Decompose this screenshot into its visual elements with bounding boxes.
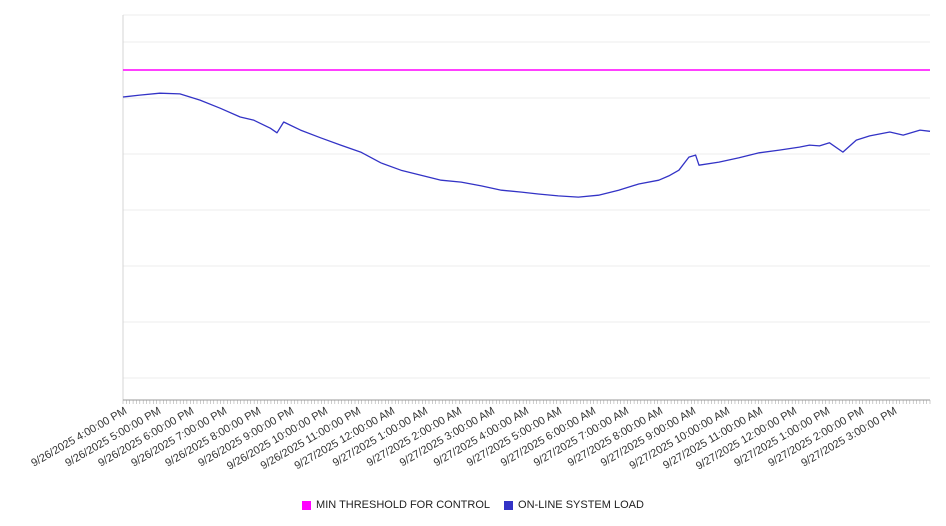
system-load-swatch-icon <box>504 500 514 510</box>
legend: MIN THRESHOLD FOR CONTROL ON-LINE SYSTEM… <box>0 499 946 511</box>
system-load-line <box>122 92 931 198</box>
legend-label: ON-LINE SYSTEM LOAD <box>518 499 644 511</box>
chart-canvas <box>122 14 931 404</box>
legend-label: MIN THRESHOLD FOR CONTROL <box>316 499 491 511</box>
legend-item-system-load[interactable]: ON-LINE SYSTEM LOAD <box>504 499 644 511</box>
legend-item-min-threshold[interactable]: MIN THRESHOLD FOR CONTROL <box>302 499 490 511</box>
min-threshold-swatch-icon <box>302 500 312 510</box>
